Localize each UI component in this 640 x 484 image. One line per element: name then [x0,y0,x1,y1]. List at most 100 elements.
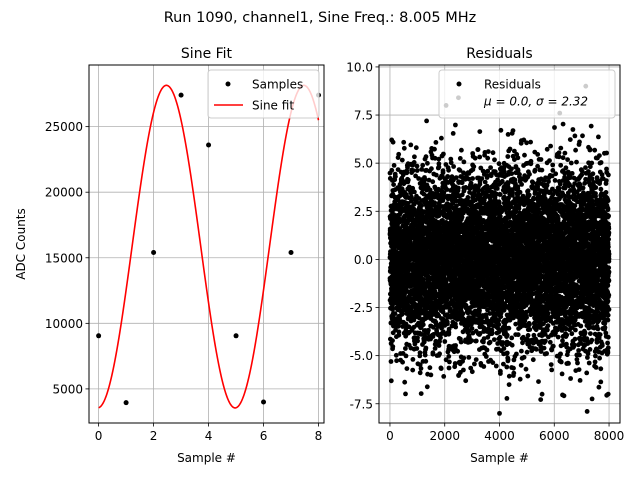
residual-point [459,340,464,345]
residual-point [431,352,436,357]
residual-point [423,359,428,364]
residual-point [476,147,481,152]
sine-fit-y-tick-label: 15000 [45,251,83,265]
residual-point [505,351,510,356]
residual-point [474,357,479,362]
residual-point [402,380,407,385]
residual-point [461,368,466,373]
residuals-y-tick-label: 0.0 [354,253,373,267]
residuals-title: Residuals [466,46,532,62]
residual-point [406,178,411,183]
residual-point [411,168,416,173]
residual-point [405,366,410,371]
residual-point [508,147,513,152]
legend-samples-label: Samples [252,78,303,92]
residual-point [514,352,519,357]
residual-point [389,168,394,173]
residual-point [446,354,451,359]
residuals-x-tick-label: 6000 [539,429,570,443]
residual-point [453,325,458,330]
residual-point [404,354,409,359]
residual-point [511,371,516,376]
residuals-x-tick-label: 2000 [429,429,460,443]
residual-point [447,360,452,365]
residual-point [441,168,446,173]
residual-point [419,366,424,371]
residual-point [507,374,512,379]
residual-point [495,186,500,191]
residual-point [505,333,510,338]
residuals-x-tick-label: 0 [386,429,394,443]
residual-point [437,165,442,170]
residual-point [498,371,503,376]
residual-point [488,165,493,170]
residual-point [389,378,394,383]
residual-point [519,363,524,368]
residual-point [411,357,416,362]
sine-fit-title: Sine Fit [181,46,233,62]
residual-point [492,337,497,342]
residual-point [516,332,521,337]
residual-point [498,192,503,197]
sine-fit-legend: Samples Sine fit [208,70,319,118]
residual-point [507,382,512,387]
residual-point [490,331,495,336]
residual-point [490,360,495,365]
residual-point [424,346,429,351]
residual-point [488,340,493,345]
residual-point [412,190,417,195]
residual-point [463,378,468,383]
residual-point [479,176,484,181]
sample-point [234,333,239,338]
residuals-y-tick-label: -5.0 [350,349,373,363]
residual-point [485,156,490,161]
sine-fit-y-tick-label: 10000 [45,317,83,331]
residual-point [428,365,433,370]
sine-fit-x-tick-label: 0 [95,429,103,443]
sample-point [96,333,101,338]
residual-point [393,174,398,179]
residual-point [461,311,466,316]
residual-point [415,168,420,173]
residual-point [439,136,444,141]
residual-point [481,364,486,369]
residual-point [418,370,423,375]
residual-point [394,353,399,358]
residual-point [442,339,447,344]
residual-point [396,152,401,157]
residual-point [484,354,489,359]
residual-point [390,344,395,349]
residual-point [504,365,509,370]
residual-point [473,156,478,161]
residual-point [466,355,471,360]
residual-point [415,164,420,169]
residual-point [424,154,429,159]
residual-point [500,340,505,345]
residual-point [419,391,424,396]
residual-point [483,180,488,185]
residual-point [434,140,439,145]
residual-point [519,349,524,354]
sine-fit-y-tick-label: 5000 [52,382,83,396]
residual-point [433,346,438,351]
residual-point [485,348,490,353]
residual-point [506,357,511,362]
residual-point [403,346,408,351]
residual-point [392,163,397,168]
residuals-x-tick-label: 4000 [484,429,515,443]
residual-point [425,161,430,166]
residual-point [451,164,456,169]
residual-point [456,186,461,191]
sample-point [206,142,211,147]
residual-point [511,128,516,133]
residual-point [519,182,524,187]
residual-point [445,321,450,326]
residual-point [492,157,497,162]
residual-point [414,346,419,351]
sine-fit-x-tick-label: 8 [315,429,323,443]
residual-point [497,201,502,206]
residuals-y-tick-label: -7.5 [350,397,373,411]
